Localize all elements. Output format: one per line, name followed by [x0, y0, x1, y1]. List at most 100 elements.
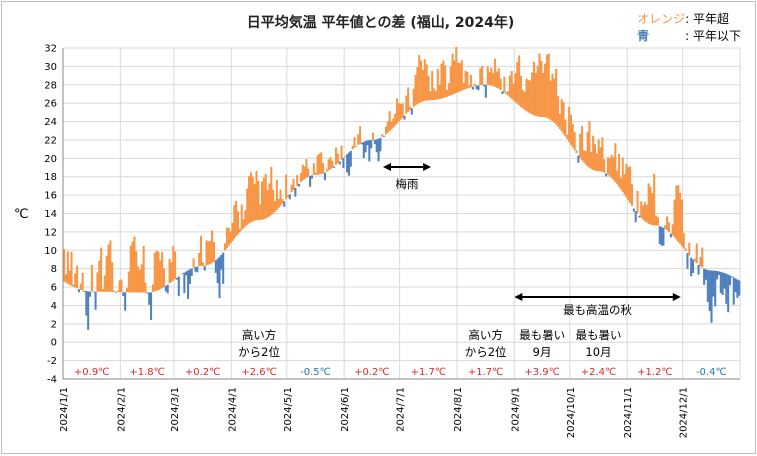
daily-bar — [79, 283, 82, 290]
daily-bar — [368, 140, 371, 162]
daily-bar — [599, 147, 602, 172]
daily-bar — [357, 134, 360, 145]
daily-bar — [305, 159, 308, 178]
daily-bar — [133, 236, 136, 293]
daily-bar — [85, 291, 88, 316]
daily-bar — [174, 251, 177, 280]
daily-bar — [571, 124, 574, 148]
daily-bar — [503, 76, 506, 93]
daily-bar — [364, 141, 367, 153]
daily-bar — [471, 86, 474, 90]
daily-bar — [285, 174, 288, 200]
daily-bar — [429, 91, 432, 101]
daily-bar — [686, 253, 689, 269]
daily-bar — [442, 60, 445, 98]
daily-bar — [96, 272, 99, 292]
daily-bar — [593, 144, 597, 171]
daily-bar — [597, 139, 600, 172]
y-tick-label: 16 — [44, 191, 57, 202]
daily-bar — [360, 142, 363, 145]
daily-bar — [355, 146, 358, 147]
daily-bar — [109, 240, 112, 292]
daily-bar — [307, 168, 310, 177]
daily-bar — [157, 251, 160, 291]
daily-bar — [162, 268, 166, 288]
daily-bar — [730, 276, 733, 278]
daily-bar — [253, 184, 256, 221]
daily-bar — [553, 78, 556, 123]
daily-bar — [527, 79, 530, 113]
daily-bar — [140, 264, 143, 293]
daily-bar — [573, 132, 576, 151]
daily-bar — [63, 248, 66, 282]
daily-bar — [214, 260, 217, 273]
daily-bar — [457, 62, 460, 93]
daily-bar — [575, 150, 578, 153]
legend-row-below: 青: 平年以下 — [637, 28, 741, 45]
daily-bar — [486, 66, 489, 85]
daily-bar — [518, 55, 521, 106]
daily-bar — [153, 252, 156, 292]
daily-bar — [303, 166, 306, 180]
daily-bar — [203, 265, 206, 271]
daily-bar — [616, 170, 619, 185]
daily-bar — [706, 270, 709, 302]
daily-bar — [538, 53, 541, 117]
daily-bar — [235, 200, 238, 237]
daily-bar — [68, 270, 71, 285]
daily-bar — [532, 61, 535, 116]
daily-bar — [164, 285, 167, 292]
daily-bar — [381, 134, 384, 137]
daily-bar — [658, 226, 661, 244]
daily-bar — [338, 161, 341, 165]
daily-bar — [433, 88, 436, 101]
daily-bar — [464, 70, 467, 90]
daily-bar — [403, 115, 406, 120]
daily-bar — [445, 89, 449, 97]
daily-bar — [142, 246, 145, 293]
daily-bar — [444, 65, 447, 98]
daily-bar — [414, 74, 417, 106]
daily-bar — [353, 137, 356, 148]
daily-bar — [222, 252, 225, 284]
x-tick-label: 2024/6/1 — [340, 387, 351, 432]
daily-bar — [618, 153, 621, 187]
annotation-text: から2位 — [465, 345, 507, 359]
daily-bar — [150, 292, 153, 321]
legend-row-above: オレンジ: 平年超 — [637, 11, 741, 28]
daily-bar — [401, 103, 404, 118]
x-tick-label: 2024/9/1 — [510, 387, 521, 432]
daily-bar — [329, 157, 332, 170]
daily-bar — [188, 269, 191, 284]
axes — [62, 48, 740, 380]
daily-bar — [531, 72, 534, 115]
daily-bar — [194, 267, 197, 272]
annotation-text: から2位 — [238, 345, 280, 359]
y-tick-label: -4 — [47, 375, 57, 386]
daily-bar — [259, 204, 262, 220]
range-arrow-head-left — [383, 163, 392, 171]
daily-bar — [261, 181, 264, 220]
daily-bar — [421, 69, 424, 102]
x-tick-label: 2024/8/1 — [453, 387, 464, 432]
daily-bar — [370, 139, 373, 149]
daily-bar — [268, 183, 271, 217]
daily-bar — [434, 91, 437, 100]
daily-bar — [396, 98, 399, 124]
daily-bar — [590, 152, 593, 169]
daily-bar — [492, 72, 495, 87]
daily-bar — [64, 274, 67, 283]
daily-bar — [366, 140, 369, 146]
daily-bar — [372, 132, 375, 140]
daily-bar — [656, 217, 659, 226]
daily-bar — [704, 269, 708, 280]
daily-bar — [76, 265, 79, 289]
daily-bar — [455, 46, 458, 93]
daily-bar — [488, 72, 491, 86]
daily-bar — [229, 231, 232, 244]
y-tick-label: 8 — [51, 264, 57, 275]
daily-bar — [649, 186, 652, 225]
daily-bar — [177, 276, 180, 297]
daily-bar — [716, 270, 719, 280]
daily-bar — [155, 250, 158, 291]
